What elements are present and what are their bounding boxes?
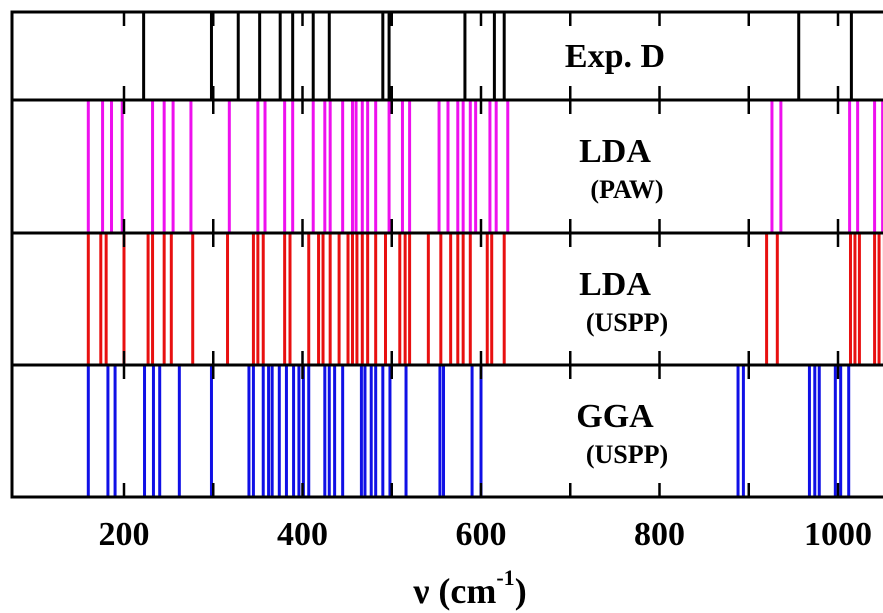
x-tick-label: 1000: [804, 516, 872, 553]
x-axis-title: ν (cm-1): [412, 565, 526, 611]
panels-layer: Exp. D LDA (PAW) LDA (USPP) GGA (USPP): [86, 12, 883, 497]
x-tick-label: 800: [634, 516, 685, 553]
panel-label: LDA: [579, 266, 651, 303]
plot-frame: [10, 10, 883, 499]
frame-layer: [10, 10, 883, 499]
x-tick-label: 600: [456, 516, 507, 553]
x-tick-label: 200: [99, 516, 150, 553]
panel-lda-paw: LDA (PAW): [86, 100, 883, 233]
panel-label: LDA: [579, 133, 651, 170]
panel-sublabel: (PAW): [590, 175, 663, 204]
x-tick-labels: 200 400 600 800 1000: [99, 516, 873, 553]
panel-label: GGA: [576, 398, 654, 435]
panel-sublabel: (USPP): [586, 440, 668, 469]
panel-exp-d: Exp. D: [122, 12, 853, 100]
panel-label: Exp. D: [565, 38, 665, 75]
panel-sublabel: (USPP): [586, 308, 668, 337]
panel-gga-uspp: GGA (USPP): [86, 365, 851, 497]
x-tick-label: 400: [277, 516, 328, 553]
panel-lda-uspp: LDA (USPP): [86, 233, 883, 365]
